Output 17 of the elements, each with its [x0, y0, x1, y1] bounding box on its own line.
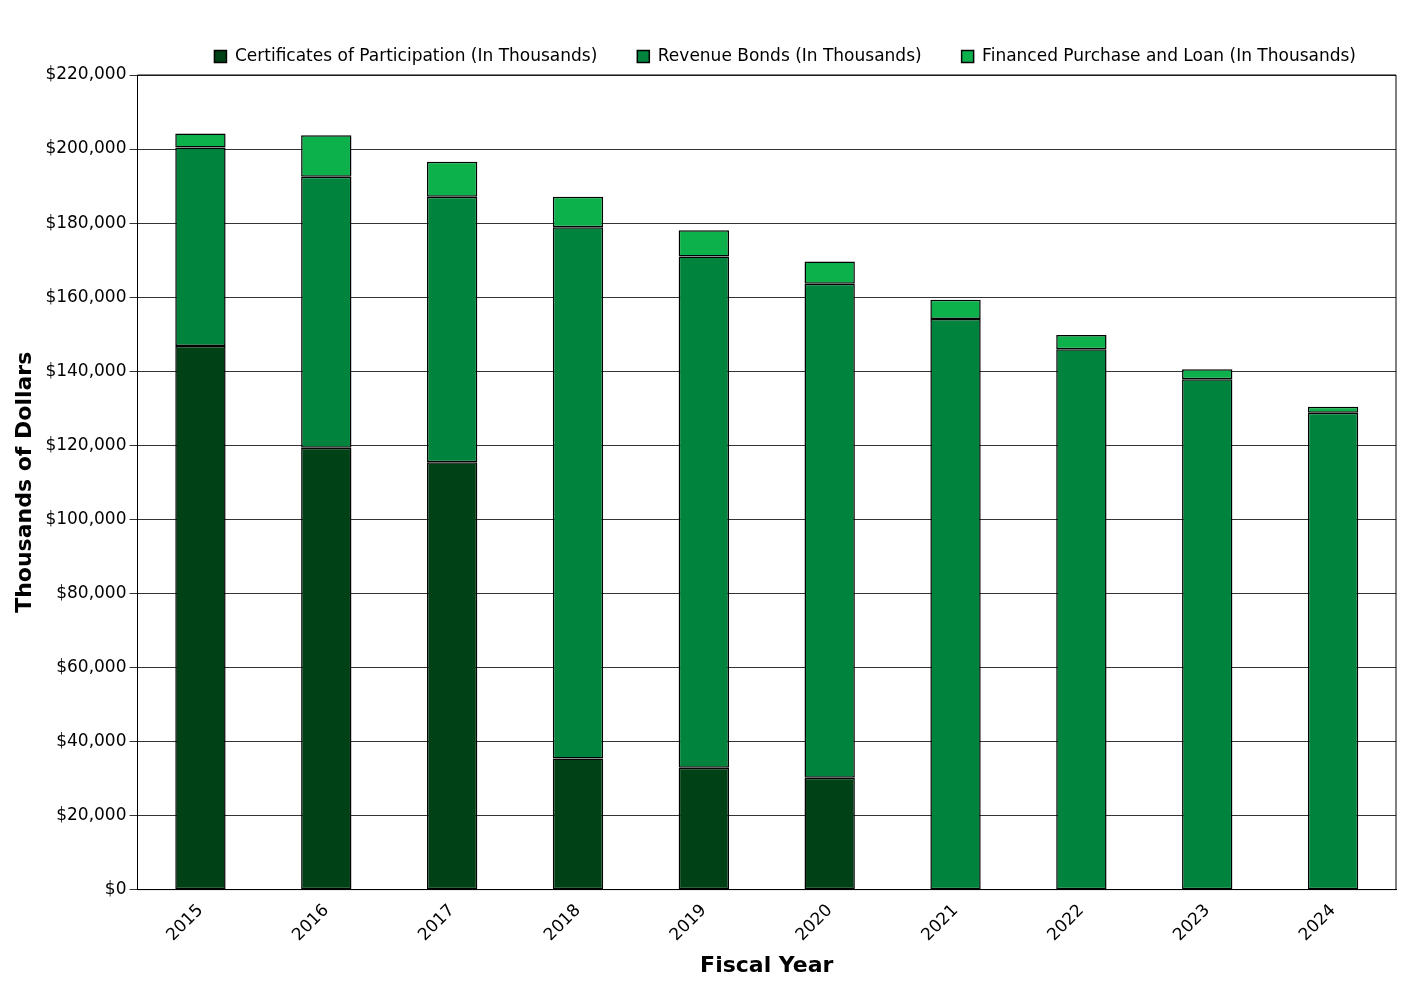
- legend-label: Certificates of Participation (In Thousands): [234, 44, 598, 65]
- y-tick-label: $220,000: [45, 63, 127, 84]
- y-tick-label: $120,000: [45, 433, 127, 454]
- legend-label: Financed Purchase and Loan (In Thousands): [982, 44, 1357, 65]
- y-tick-label: $140,000: [45, 359, 127, 380]
- y-tick-label: $100,000: [45, 507, 127, 528]
- y-tick-label: $200,000: [45, 137, 127, 158]
- y-tick-label: $80,000: [56, 581, 127, 602]
- y-tick-label: $0: [104, 878, 127, 898]
- legend-label: Revenue Bonds (In Thousands): [657, 44, 922, 65]
- y-tick-label: $60,000: [56, 655, 127, 676]
- y-tick-label: $20,000: [56, 803, 127, 824]
- y-tick-label: $160,000: [45, 285, 127, 306]
- y-axis-title: Thousands of Dollars: [10, 351, 36, 613]
- x-axis-title: Fiscal Year: [700, 951, 834, 977]
- y-tick-label: $180,000: [45, 211, 127, 232]
- y-tick-label: $40,000: [56, 729, 127, 750]
